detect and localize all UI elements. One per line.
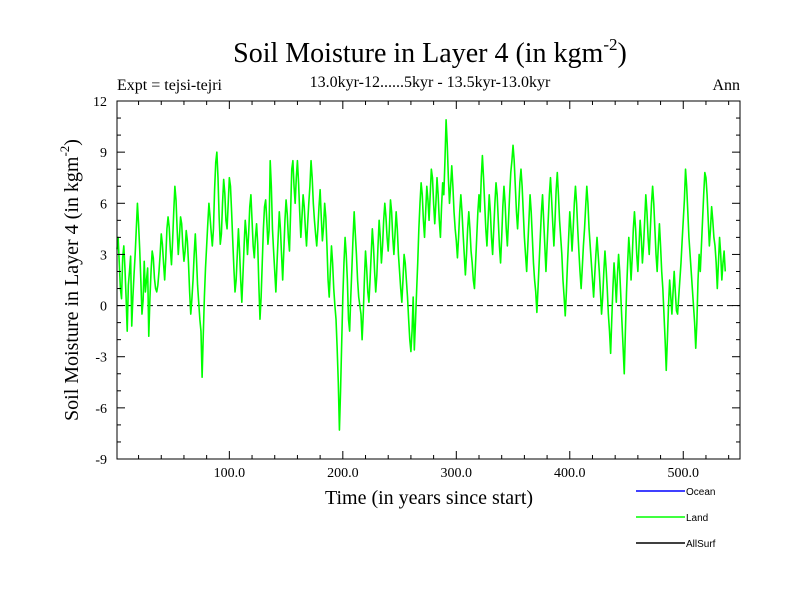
x-tick-label: 200.0 [327, 466, 359, 481]
legend: Ocean Land AllSurf [636, 487, 716, 550]
x-axis-label: Time (in years since start) [325, 487, 533, 509]
y-tick-label: 9 [100, 146, 107, 161]
y-tick-label: 3 [100, 248, 107, 263]
series-line-land [116, 118, 727, 431]
season-label: Ann [712, 77, 740, 94]
plot-frame [116, 100, 741, 460]
plot-area: -9 -6 -3 0 3 6 9 12 100.0 200.0 300.0 400.0 500.0 [93, 95, 741, 481]
legend-label-land: Land [686, 513, 708, 524]
y-tick-label: 0 [100, 300, 107, 315]
chart-subtitle: 13.0kyr-12......5kyr - 13.5kyr-13.0kyr [310, 74, 551, 91]
expt-label: Expt = tejsi-tejri [117, 77, 223, 94]
chart-title: Soil Moisture in Layer 4 (in kgm-2) [233, 35, 627, 69]
y-axis-label: Soil Moisture in Layer 4 (in kgm-2) [57, 139, 83, 421]
y-tick-label: 6 [100, 197, 107, 212]
x-tick-label: 400.0 [554, 466, 586, 481]
y-tick-label: -6 [95, 402, 107, 417]
legend-label-ocean: Ocean [686, 487, 715, 498]
y-tick-label: 12 [93, 95, 107, 110]
legend-label-allsurf: AllSurf [686, 539, 716, 550]
y-tick-label: -3 [95, 351, 107, 366]
x-tick-label: 100.0 [214, 466, 246, 481]
x-tick-label: 300.0 [441, 466, 473, 481]
y-tick-label: -9 [95, 453, 107, 468]
x-tick-label: 500.0 [668, 466, 700, 481]
